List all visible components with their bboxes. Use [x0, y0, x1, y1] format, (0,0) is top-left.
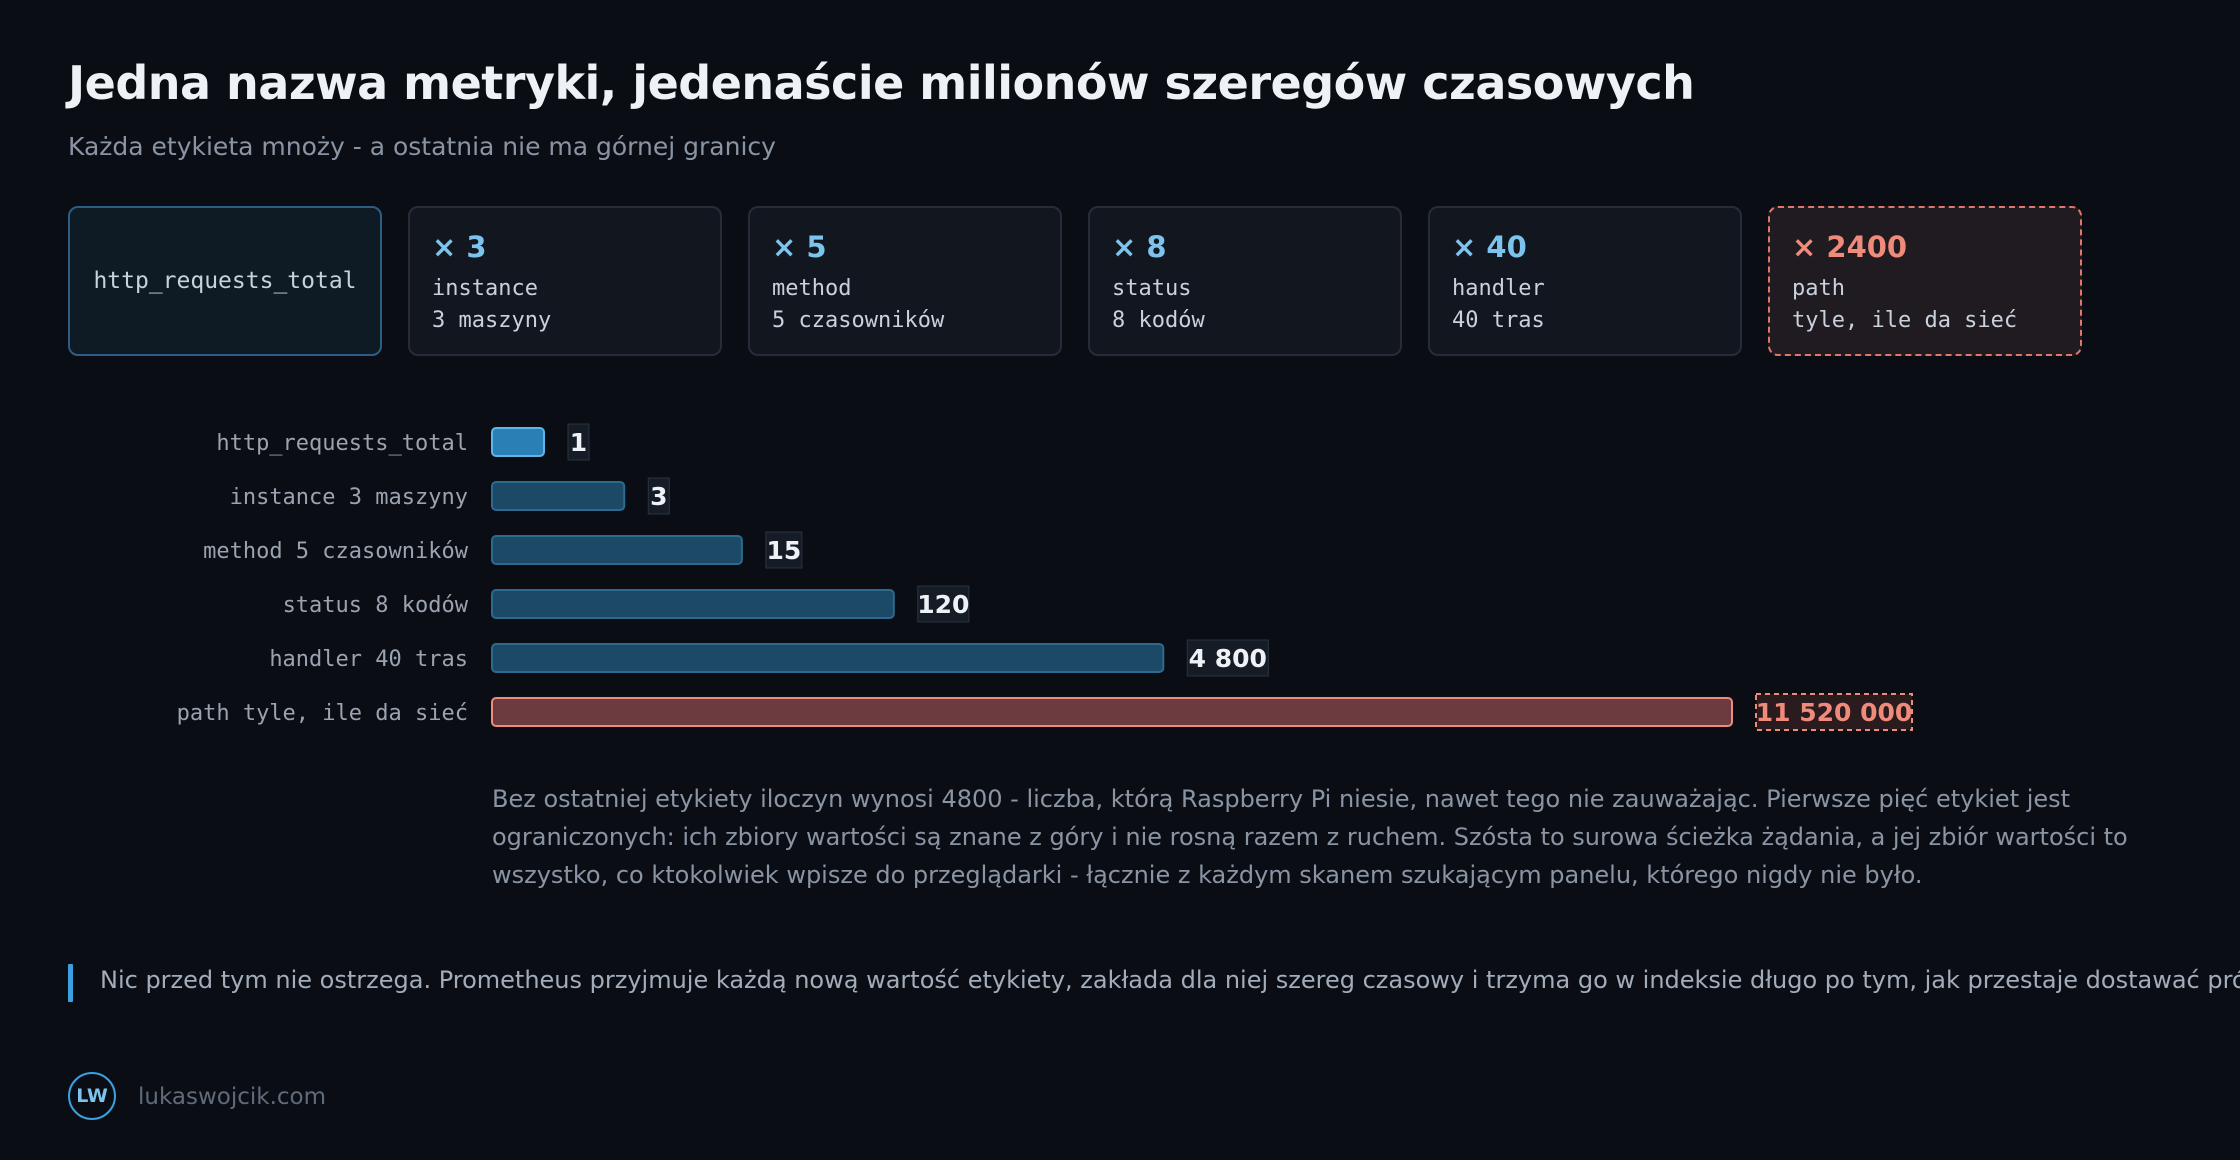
bar-label: handler 40 tras	[269, 647, 468, 672]
value-label-box	[917, 585, 970, 623]
cardinality-bar-chart: http_requests_total 1 instance 3 maszyny 3 m…	[177, 423, 1913, 731]
card-instance: × 3 instance 3 maszyny	[408, 206, 722, 356]
value-label-box	[1186, 639, 1269, 677]
value-label: 11 520 000	[1756, 698, 1913, 727]
bar	[491, 643, 1165, 673]
card-label-name: path	[1792, 276, 1845, 301]
card-label-desc: tyle, ile da sieć	[1792, 308, 2018, 333]
card-label-name: handler	[1452, 276, 1545, 301]
bar-label: instance 3 maszyny	[230, 485, 468, 510]
bar	[491, 535, 743, 565]
callout-text: Nic przed tym nie ostrzega. Prometheus p…	[100, 966, 2240, 994]
card-multiplier: × 2400	[1792, 230, 1908, 264]
bar	[491, 589, 895, 619]
value-label-box	[765, 531, 803, 569]
value-label-box	[647, 477, 670, 515]
bar-label: status 8 kodów	[283, 593, 469, 618]
card-status: × 8 status 8 kodów	[1088, 206, 1402, 356]
card-label-desc: 3 maszyny	[432, 308, 552, 333]
card-handler: × 40 handler 40 tras	[1428, 206, 1742, 356]
site-link[interactable]: lukaswojcik.com	[138, 1084, 327, 1110]
card-multiplier: × 40	[1452, 230, 1527, 264]
bar	[491, 697, 1733, 727]
value-label: 3	[650, 482, 667, 511]
value-label: 15	[766, 536, 801, 565]
card-label-name: instance	[432, 276, 538, 301]
chart-description: Bez ostatniej etykiety iloczyn wynosi 48…	[492, 785, 2128, 889]
card-multiplier: × 8	[1112, 230, 1167, 264]
page-title: Jedna nazwa metryki, jedenaście milionów…	[68, 56, 1695, 110]
bar-label: http_requests_total	[216, 431, 468, 456]
card-label-name: status	[1112, 276, 1192, 301]
card-path: × 2400 path tyle, ile da sieć	[1768, 206, 2082, 356]
bar	[491, 427, 545, 457]
value-label: 120	[917, 590, 969, 619]
value-label: 4 800	[1189, 644, 1267, 673]
metric-name: http_requests_total	[93, 268, 357, 294]
page-subtitle: Każda etykieta mnoży - a ostatnia nie ma…	[68, 132, 776, 161]
bar-label: path tyle, ile da sieć	[177, 701, 468, 726]
label-cards: http_requests_total × 3 instance 3 maszy…	[68, 206, 2168, 356]
value-label-box	[567, 423, 590, 461]
bar-label: method 5 czasowników	[203, 539, 469, 564]
card-label-desc: 40 tras	[1452, 308, 1545, 333]
value-label-box	[1755, 693, 1913, 731]
logo-icon: LW	[68, 1072, 116, 1120]
bar	[491, 481, 626, 511]
card-multiplier: × 3	[432, 230, 487, 264]
callout-accent	[68, 964, 73, 1002]
card-label-desc: 5 czasowników	[772, 308, 945, 333]
value-label: 1	[570, 428, 587, 457]
card-multiplier: × 5	[772, 230, 827, 264]
card-metric-name: http_requests_total	[68, 206, 382, 356]
card-method: × 5 method 5 czasowników	[748, 206, 1062, 356]
card-label-desc: 8 kodów	[1112, 308, 1205, 333]
card-label-name: method	[772, 276, 852, 301]
